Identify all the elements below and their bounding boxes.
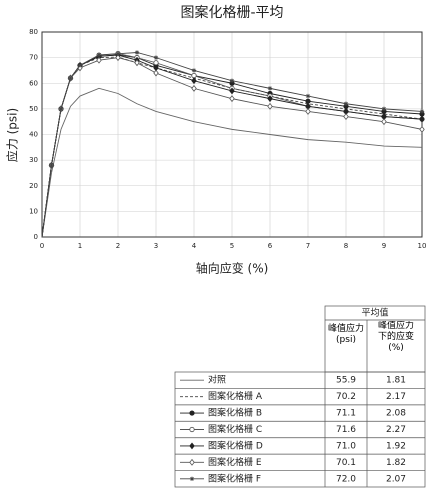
peak-strain: 1.81: [386, 376, 406, 386]
peak-stress: 71.0: [336, 441, 356, 451]
x-tick-label: 6: [268, 242, 273, 250]
x-axis-label: 轴向应变 (%): [196, 261, 269, 276]
y-tick-label: 20: [29, 182, 38, 190]
x-tick-label: 0: [40, 242, 44, 250]
marker: [58, 106, 64, 112]
marker: [153, 55, 159, 60]
marker: [115, 51, 121, 56]
marker: [419, 115, 425, 123]
peak-stress: 71.1: [336, 409, 356, 419]
x-tick-label: 1: [78, 242, 82, 250]
marker: [305, 93, 311, 99]
marker: [229, 95, 235, 103]
legend-label: 对照: [208, 374, 226, 386]
x-tick-label: 10: [418, 242, 427, 250]
peak-strain: 2.27: [386, 425, 406, 435]
peak-strain: 2.08: [386, 409, 406, 419]
marker: [229, 78, 235, 83]
y-tick-label: 60: [29, 79, 38, 87]
marker: [343, 113, 349, 121]
series-line: [41, 52, 423, 238]
col2-text: 峰值应力下的应变(%): [378, 321, 415, 353]
peak-stress: 70.1: [336, 458, 356, 468]
legend-label: 图案化格栅 C: [208, 423, 262, 435]
marker: [189, 458, 195, 466]
marker: [77, 63, 83, 68]
y-tick-label: 70: [29, 54, 38, 62]
marker: [134, 50, 140, 55]
marker: [134, 59, 140, 67]
x-tick-label: 3: [154, 242, 158, 250]
marker: [68, 75, 73, 81]
marker: [381, 118, 387, 126]
marker: [189, 476, 195, 481]
y-tick-label: 10: [29, 207, 38, 215]
marker: [267, 95, 273, 103]
marker: [267, 102, 273, 110]
x-tick-label: 9: [382, 242, 386, 250]
marker: [419, 109, 425, 114]
peak-stress: 72.0: [336, 474, 356, 484]
x-tick-label: 2: [116, 242, 120, 250]
marker: [305, 107, 311, 115]
marker: [153, 60, 159, 66]
plot-frame: [41, 31, 423, 238]
x-tick-label: 7: [306, 242, 310, 250]
series-line: [41, 87, 423, 238]
peak-stress: 55.9: [336, 376, 356, 386]
x-tick-label: 5: [230, 242, 234, 250]
marker: [191, 84, 197, 92]
marker: [49, 163, 54, 168]
peak-stress: 70.2: [336, 392, 356, 402]
marker: [115, 54, 121, 62]
peak-strain: 2.07: [386, 474, 406, 484]
legend-label: 图案化格栅 D: [208, 439, 263, 451]
marker: [191, 72, 197, 79]
table-col-head: 峰值应力(psi): [327, 324, 364, 345]
peak-strain: 2.17: [386, 392, 406, 402]
marker: [96, 52, 102, 58]
marker: [419, 125, 425, 133]
x-tick-label: 8: [344, 242, 348, 250]
table-body-box: [174, 371, 426, 488]
chart-title: 图案化格栅-平均: [180, 4, 283, 21]
marker: [189, 426, 195, 433]
peak-strain: 1.82: [386, 458, 406, 468]
marker: [153, 69, 159, 77]
marker: [96, 56, 102, 64]
y-tick-label: 0: [34, 233, 38, 241]
marker: [343, 101, 349, 106]
legend-label: 图案化格栅 B: [208, 407, 262, 419]
legend-label: 图案化格栅 E: [208, 456, 262, 468]
legend-label: 图案化格栅 A: [208, 390, 263, 402]
y-tick-label: 40: [29, 131, 38, 139]
table-col-head: 峰值应力下的应变(%): [378, 321, 415, 353]
peak-strain: 1.92: [386, 441, 406, 451]
marker: [305, 98, 311, 104]
marker: [191, 68, 197, 73]
col1-text: 峰值应力(psi): [327, 324, 364, 345]
legend-label: 图案化格栅 F: [208, 472, 261, 484]
marker: [267, 86, 273, 91]
y-tick-label: 50: [29, 105, 38, 113]
marker: [229, 87, 235, 95]
marker: [191, 77, 197, 85]
marker: [189, 410, 195, 416]
peak-stress: 71.6: [336, 425, 356, 435]
y-axis-label: 应力 (psi): [5, 108, 20, 162]
marker: [189, 442, 195, 450]
table-header: 平均值: [361, 307, 388, 319]
y-tick-label: 80: [29, 28, 38, 36]
marker: [381, 106, 387, 112]
y-tick-label: 30: [29, 156, 38, 164]
x-tick-label: 4: [192, 242, 197, 250]
